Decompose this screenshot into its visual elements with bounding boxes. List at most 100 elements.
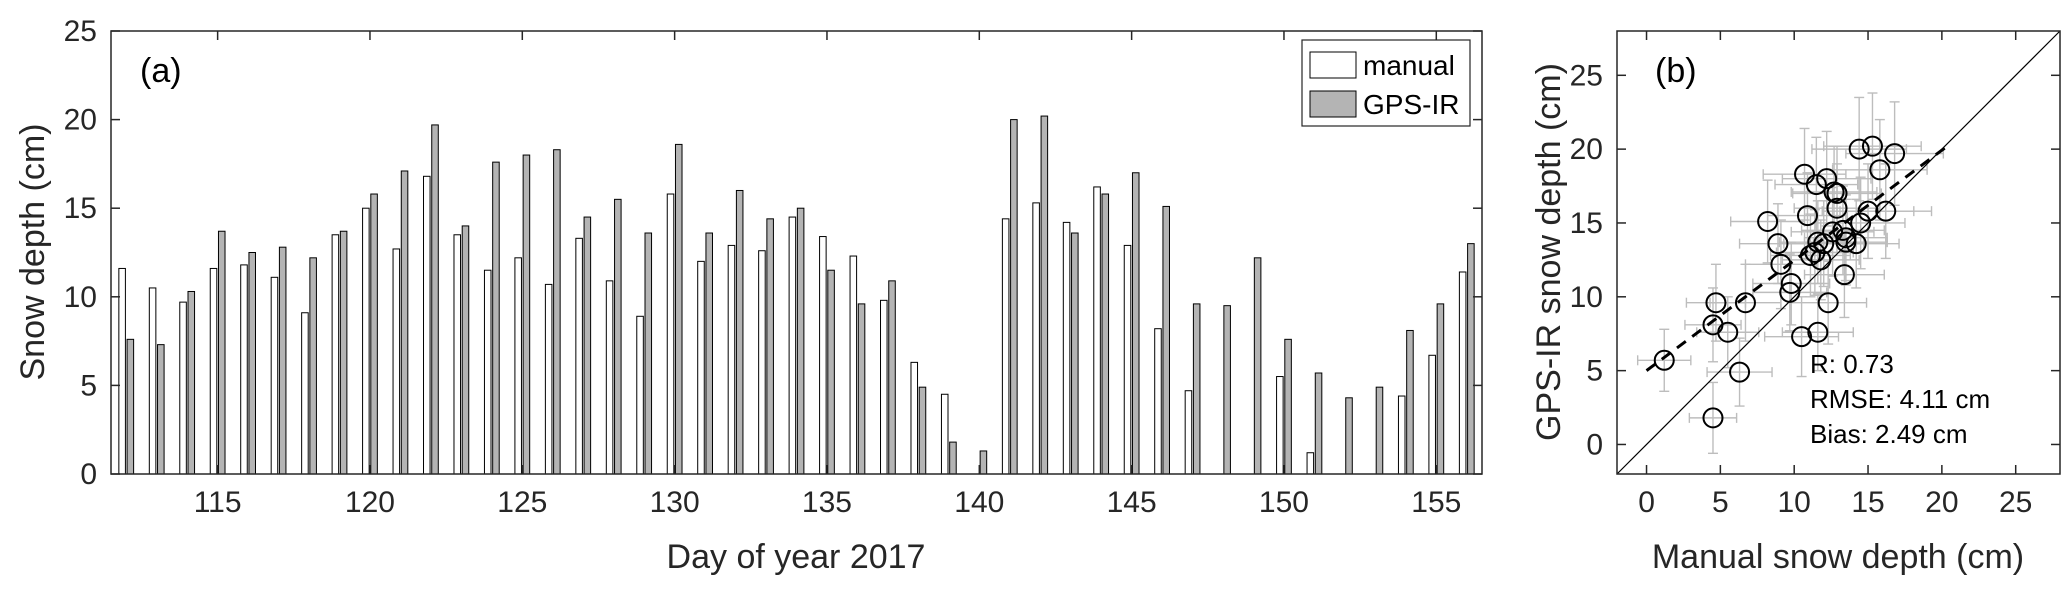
bar-gpsir-day-140 (979, 450, 988, 475)
bar-manual-day-124 (483, 269, 492, 475)
bar-gpsir-day-123 (461, 225, 470, 475)
bar-manual-day-132 (727, 244, 736, 475)
bar-manual-day-119 (331, 234, 340, 475)
legend-label-gpsir: GPS-IR (1363, 89, 1459, 120)
panel-b-label: (b) (1655, 52, 1697, 90)
x-tick-label: 20 (1925, 486, 1958, 519)
scatter-point-2 (1702, 407, 1724, 429)
panel-a-ticks: 115 120 125 130 135 140 145 150 155 0 5 10 15 20 25 (64, 15, 1482, 519)
bar-gpsir-day-127 (583, 216, 592, 475)
bar-gpsir-day-132 (735, 189, 744, 475)
bar-gpsir-day-136 (857, 303, 866, 475)
y-tick-label: 5 (1586, 355, 1603, 388)
legend-label-manual: manual (1363, 50, 1455, 81)
bar-manual-day-133 (758, 250, 766, 475)
scatter-point-36 (1857, 200, 1879, 222)
bar-manual-day-127 (575, 237, 583, 475)
scatter-point-30 (1833, 264, 1855, 286)
bar-gpsir-day-138 (918, 386, 927, 475)
error-bar (1636, 328, 1692, 393)
panel-b-stat-bias: Bias: 2.49 cm (1810, 419, 1968, 449)
y-tick-label: 5 (80, 369, 97, 402)
bar-manual-day-146 (1154, 328, 1162, 475)
error-bar (1811, 96, 1908, 202)
bar-gpsir-day-114 (187, 290, 196, 475)
scatter-point-7 (1734, 292, 1756, 314)
x-tick-label: 15 (1851, 486, 1884, 519)
bar-gpsir-day-133 (766, 218, 774, 475)
scatter-point-16 (1799, 244, 1821, 266)
bar-gpsir-day-146 (1162, 205, 1170, 475)
bar-gpsir-day-145 (1131, 172, 1140, 475)
bar-gpsir-day-143 (1071, 232, 1079, 475)
bar-gpsir-day-130 (674, 143, 683, 475)
bar-manual-day-135 (819, 236, 827, 475)
x-tick-label: 135 (802, 486, 852, 519)
bar-manual-day-151 (1306, 452, 1315, 475)
y-tick-label: 0 (1586, 428, 1603, 461)
scatter-point-25 (1822, 221, 1844, 243)
x-tick-label: 10 (1778, 486, 1811, 519)
bar-manual-day-126 (544, 283, 553, 475)
bar-gpsir-day-137 (888, 280, 896, 475)
bar-gpsir-day-115 (217, 230, 226, 475)
bar-gpsir-day-141 (1010, 119, 1018, 475)
bar-manual-day-147 (1184, 390, 1193, 475)
y-tick-label: 20 (64, 104, 97, 137)
panel-b-xlabel: Manual snow depth (cm) (1652, 538, 2024, 576)
bar-manual-day-120 (362, 207, 370, 475)
panel-a-xlabel: Day of year 2017 (667, 538, 926, 576)
bar-manual-day-114 (179, 301, 187, 475)
scatter-point-15 (1796, 205, 1818, 227)
bar-gpsir-day-142 (1040, 115, 1049, 475)
bar-manual-day-139 (940, 393, 949, 475)
panel-a-plot-area (111, 31, 1482, 474)
scatter-point-40 (1884, 143, 1906, 165)
scatter-point-14 (1794, 163, 1816, 185)
bar-manual-day-141 (1001, 218, 1010, 475)
bar-manual-day-150 (1276, 376, 1284, 475)
scatter-point-10 (1770, 253, 1792, 275)
y-tick-label: 15 (1570, 207, 1603, 240)
panel-a-label: (a) (140, 52, 182, 90)
y-tick-label: 20 (1570, 133, 1603, 166)
bar-manual-day-129 (636, 315, 644, 475)
scatter-point-37 (1861, 135, 1883, 157)
bar-gpsir-day-117 (278, 246, 287, 475)
error-bar (1688, 381, 1738, 455)
scatter-point-9 (1767, 233, 1789, 255)
bar-manual-day-137 (880, 299, 888, 475)
scatter-point-21 (1810, 249, 1832, 271)
bar-manual-day-144 (1093, 186, 1101, 475)
panel-a-bar-chart: 115 120 125 130 135 140 145 150 155 0 5 10 15 20 25 (a… (14, 15, 1483, 576)
error-bar (1823, 92, 1922, 201)
x-tick-label: 130 (650, 486, 700, 519)
bar-gpsir-day-122 (431, 124, 439, 475)
y-tick-label: 25 (1570, 59, 1603, 92)
bar-manual-day-116 (240, 264, 248, 475)
bar-gpsir-day-139 (949, 441, 957, 475)
panel-a-ylabel: Snow depth (cm) (14, 124, 52, 381)
scatter-point-23 (1816, 168, 1838, 190)
bar-manual-day-125 (514, 257, 522, 475)
x-tick-label: 155 (1411, 486, 1461, 519)
bar-manual-day-121 (392, 248, 401, 475)
bar-gpsir-day-134 (796, 207, 805, 475)
panel-a-axes-box (110, 30, 1483, 475)
scatter-point-38 (1869, 159, 1891, 181)
bar-gpsir-day-118 (309, 257, 317, 475)
bar-manual-day-143 (1062, 221, 1071, 475)
bar-manual-day-128 (605, 280, 614, 475)
bar-manual-day-155 (1428, 354, 1436, 475)
y-tick-label: 25 (64, 15, 97, 48)
bar-gpsir-day-125 (522, 154, 531, 475)
panel-b-points (1653, 135, 1906, 429)
y-tick-label: 15 (64, 192, 97, 225)
bar-gpsir-day-121 (400, 170, 409, 475)
scatter-point-12 (1780, 273, 1802, 295)
x-tick-label: 125 (497, 486, 547, 519)
scatter-point-24 (1817, 292, 1839, 314)
bar-gpsir-day-152 (1345, 397, 1353, 475)
scatter-point-5 (1717, 321, 1739, 343)
